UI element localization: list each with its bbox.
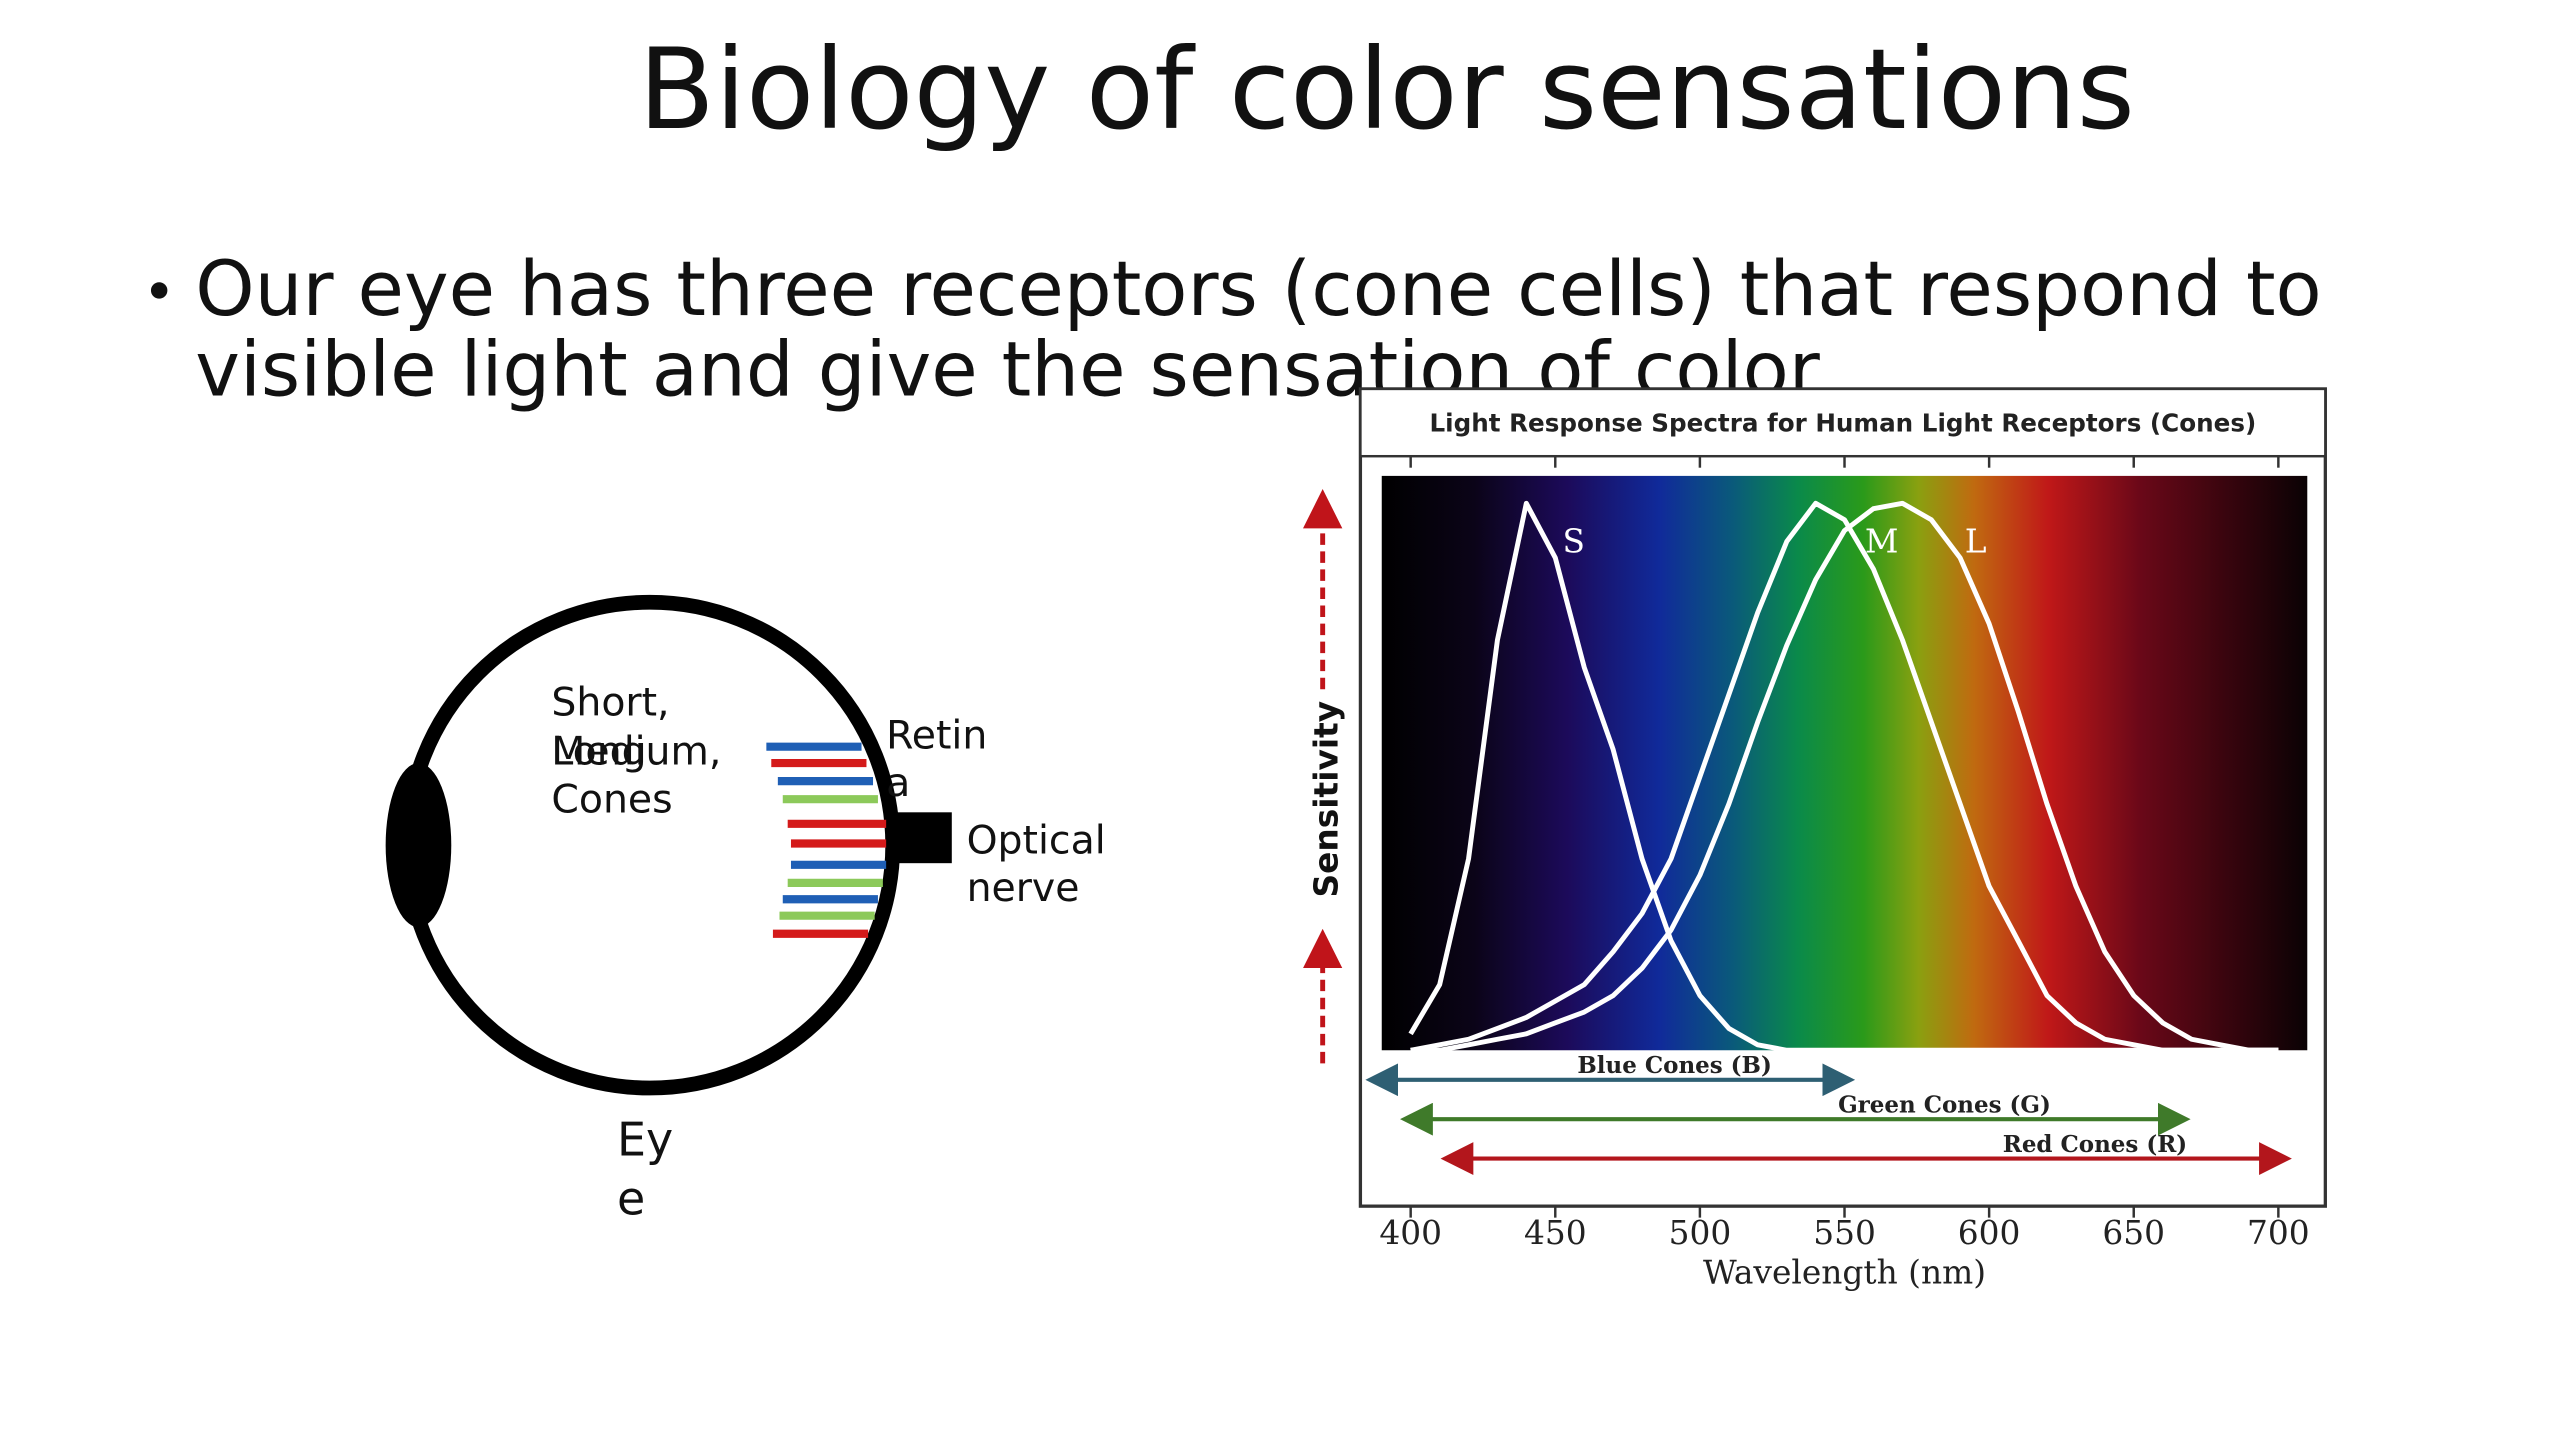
x-tick-label: 700 [2247,1214,2310,1252]
x-tick-label: 450 [1524,1214,1587,1252]
bullet-dot [150,282,168,299]
response-curve [1410,500,2279,1053]
y-axis-label: Sensitivity [1307,701,1345,898]
eye-label: e [617,1171,645,1225]
cones-label: Medium, [551,729,721,775]
x-axis-label: Wavelength (nm) [1703,1253,1986,1291]
eye-diagram [385,594,952,1096]
cone-cells [766,742,887,938]
spectrum-band [1381,475,2308,1051]
cone-range-label: Blue Cones (B) [1577,1052,1771,1079]
nerve-label: nerve [967,865,1080,911]
chart: Light Response Spectra for Human Light R… [1302,387,2327,1291]
chart-title: Light Response Spectra for Human Light R… [1429,409,2256,438]
x-tick-label: 500 [1669,1214,1732,1252]
slide-title: Biology of color sensations [638,25,2135,155]
nerve-label: Optical [967,817,1106,863]
eye-label: Ey [617,1112,673,1166]
retina-label: Retin [886,712,987,758]
chart-title-box [1359,387,2327,458]
x-tick-label: 550 [1813,1214,1876,1252]
optic-nerve [886,812,952,864]
cones-label: Cones [551,776,672,822]
cone-range-label: Red Cones (R) [2003,1131,2187,1158]
curve-label: L [1965,522,1987,560]
bullet-line: Our eye has three receptors (cone cells)… [195,245,2321,333]
response-curve [1408,500,2279,1053]
x-tick-label: 600 [1958,1214,2021,1252]
bullet-text: Our eye has three receptors (cone cells)… [195,245,2321,413]
curve-label: S [1562,522,1584,560]
lens [385,763,452,928]
retina-label: a [886,760,910,806]
response-curve [1410,500,2279,1053]
curve-label: M [1865,522,1899,560]
x-tick-label: 400 [1379,1214,1442,1252]
cones-label: Long [551,729,646,775]
x-tick-label: 650 [2102,1214,2165,1252]
cone-range-label: Green Cones (G) [1838,1092,2051,1119]
cones-label: Short, [551,679,669,725]
